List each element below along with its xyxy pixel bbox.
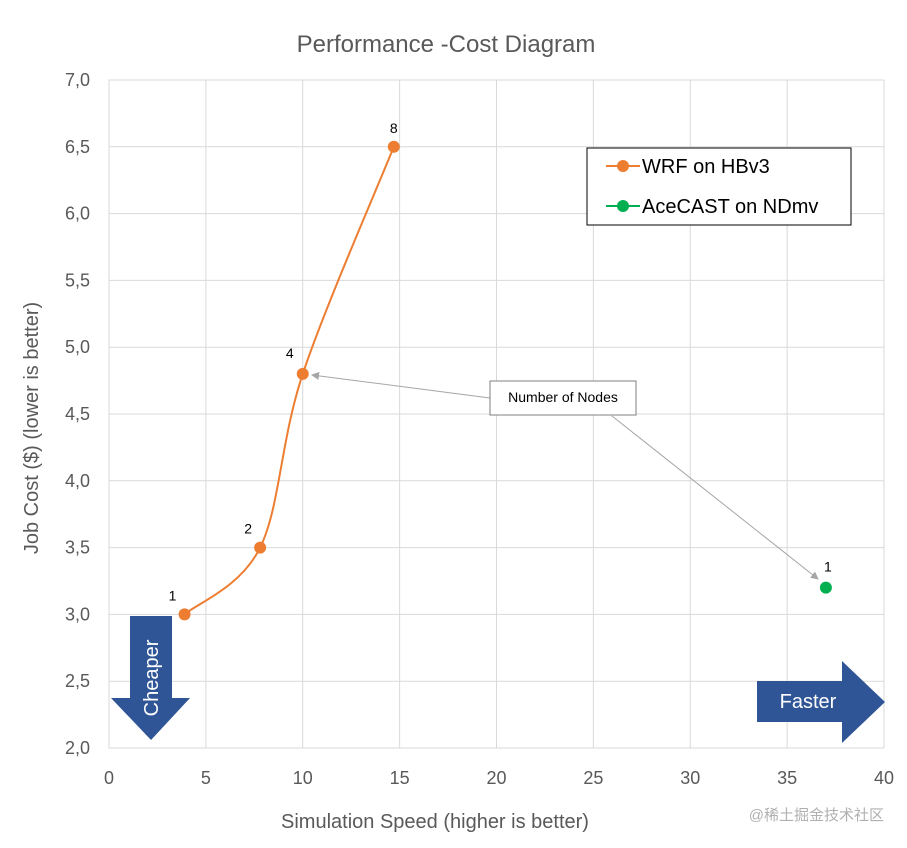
- series: 1 2 4 8 1: [169, 120, 832, 621]
- legend-label-acecast: AceCAST on NDmv: [642, 196, 818, 218]
- y-tick-label: 4,5: [65, 404, 90, 424]
- y-tick-label: 4,0: [65, 471, 90, 491]
- y-tick-label: 6,5: [65, 137, 90, 157]
- faster-arrow: Faster: [757, 661, 885, 743]
- x-tick-label: 40: [874, 768, 894, 788]
- data-point-s0-1: [254, 541, 267, 554]
- x-tick-label: 35: [777, 768, 797, 788]
- y-tick-label: 5,0: [65, 337, 90, 357]
- plot-area: [108, 79, 885, 749]
- y-tick-label: 7,0: [65, 70, 90, 90]
- x-tick-label: 30: [680, 768, 700, 788]
- y-tick-label: 5,5: [65, 270, 90, 290]
- data-point-s0-3: [387, 140, 400, 153]
- y-tick-label: 6,0: [65, 204, 90, 224]
- point-label-s0-1: 2: [244, 521, 252, 537]
- callout-pointer-1: [311, 371, 491, 399]
- data-point-s0-2: [296, 367, 309, 380]
- x-tick-label: 5: [201, 768, 211, 788]
- point-label-s0-0: 1: [169, 587, 177, 603]
- y-axis-title: Job Cost ($) (lower is better): [21, 302, 43, 554]
- y-tick-label: 2,5: [65, 671, 90, 691]
- x-tick-label: 20: [486, 768, 506, 788]
- legend-marker-acecast: [617, 200, 629, 212]
- x-axis-title: Simulation Speed (higher is better): [281, 811, 589, 833]
- y-tick-label: 3,5: [65, 538, 90, 558]
- legend: WRF on HBv3 AceCAST on NDmv: [586, 147, 852, 226]
- legend-item-wrf: WRF on HBv3: [606, 156, 770, 178]
- legend-box: [586, 147, 852, 226]
- chart-title: Performance -Cost Diagram: [297, 31, 596, 58]
- cheaper-arrow-shape: [111, 616, 190, 740]
- legend-marker-wrf: [617, 160, 629, 172]
- series-line-0: [183, 146, 395, 616]
- point-label-s1-0: 1: [824, 559, 832, 575]
- legend-item-acecast: AceCAST on NDmv: [606, 196, 818, 218]
- x-tick-label: 15: [390, 768, 410, 788]
- y-tick-label: 2,0: [65, 738, 90, 758]
- faster-label: Faster: [780, 691, 837, 713]
- faster-arrow-shape: [757, 661, 885, 743]
- data-point-s1-0: [819, 581, 832, 594]
- cheaper-arrow: Cheaper: [111, 616, 190, 740]
- nodes-callout: Number of Nodes: [311, 371, 819, 580]
- point-label-s0-3: 8: [390, 120, 398, 136]
- legend-label-wrf: WRF on HBv3: [642, 156, 770, 178]
- watermark: @稀土掘金技术社区: [749, 807, 884, 824]
- callout-pointer-2: [611, 415, 819, 580]
- x-tick-label: 10: [293, 768, 313, 788]
- callout-text: Number of Nodes: [508, 389, 618, 405]
- x-tick-label: 0: [104, 768, 114, 788]
- y-tick-label: 3,0: [65, 604, 90, 624]
- cheaper-label: Cheaper: [141, 639, 163, 716]
- point-label-s0-2: 4: [286, 345, 294, 361]
- x-tick-label: 25: [583, 768, 603, 788]
- callout-box: [489, 380, 637, 416]
- data-point-s0-0: [178, 608, 191, 621]
- tick-labels: 0 5 10 15 20 25 30 35 40 2,0 2,5 3,0 3,5 4,0 4,5 5,0 5,5…: [65, 70, 894, 788]
